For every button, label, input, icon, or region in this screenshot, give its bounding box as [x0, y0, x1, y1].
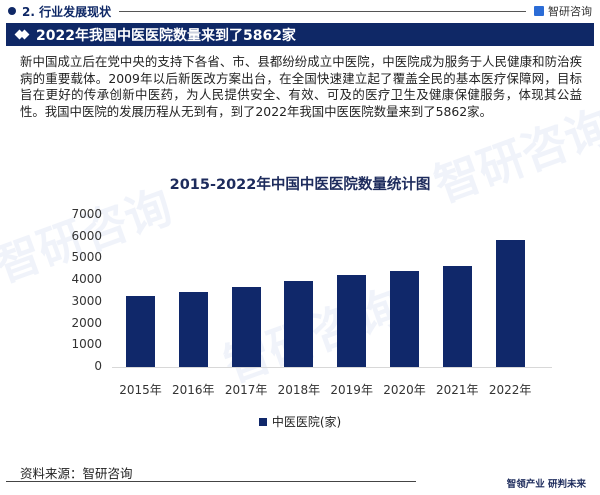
x-tick-label: 2020年: [383, 383, 426, 397]
y-tick-label: 7000: [71, 207, 102, 221]
bar: [337, 275, 367, 367]
y-tick-label: 5000: [71, 250, 102, 265]
brand: 智研咨询: [534, 3, 592, 19]
bullet-icon: [8, 7, 16, 15]
footer-divider: [6, 481, 416, 482]
bar: [390, 270, 419, 367]
section-title: 2. 行业发展现状: [22, 4, 112, 19]
x-tick-label: 2022年: [488, 383, 532, 397]
section-header: 2. 行业发展现状 智研咨询: [8, 3, 598, 19]
y-tick-label: 2000: [71, 315, 102, 330]
bar: [126, 296, 155, 367]
x-tick-label: 2019年: [330, 383, 373, 397]
y-tick-label: 4000: [71, 272, 102, 287]
brand-logo-icon: [534, 6, 544, 16]
slogan: 智领产业 研判未来: [506, 479, 586, 490]
legend-label: 中医医院(家): [271, 415, 342, 429]
bar: [231, 286, 261, 367]
brand-name: 智研咨询: [548, 5, 592, 18]
y-tick-label: 6000: [71, 228, 102, 243]
x-tick-label: 2016年: [172, 383, 215, 397]
x-tick-label: 2017年: [224, 383, 268, 397]
y-tick-label: 0: [94, 359, 102, 373]
legend-swatch: [258, 417, 267, 426]
bar: [178, 291, 208, 367]
x-tick-label: 2015年: [119, 383, 162, 397]
divider: [119, 10, 526, 12]
chart-legend: 中医医院(家): [0, 413, 600, 430]
x-tick-label: 2018年: [277, 383, 321, 397]
chart-title: 2015-2022年中国中医医院数量统计图: [169, 177, 431, 193]
bar: [442, 266, 472, 367]
title-banner: 2022年我国中医医院数量来到了5862家: [6, 23, 594, 46]
banner-title: 2022年我国中医医院数量来到了5862家: [36, 27, 296, 44]
y-tick-label: 1000: [71, 337, 102, 352]
description-paragraph: 新中国成立后在党中央的支持下各省、市、县都纷纷成立中医院，中医院成为服务于人民健…: [20, 54, 582, 119]
x-tick-label: 2021年: [436, 383, 479, 397]
y-tick-label: 3000: [71, 293, 102, 308]
bar: [284, 280, 314, 367]
source-note: 资料来源：智研咨询: [20, 466, 133, 481]
x-axis-line: [112, 367, 552, 368]
bar: [495, 239, 525, 367]
